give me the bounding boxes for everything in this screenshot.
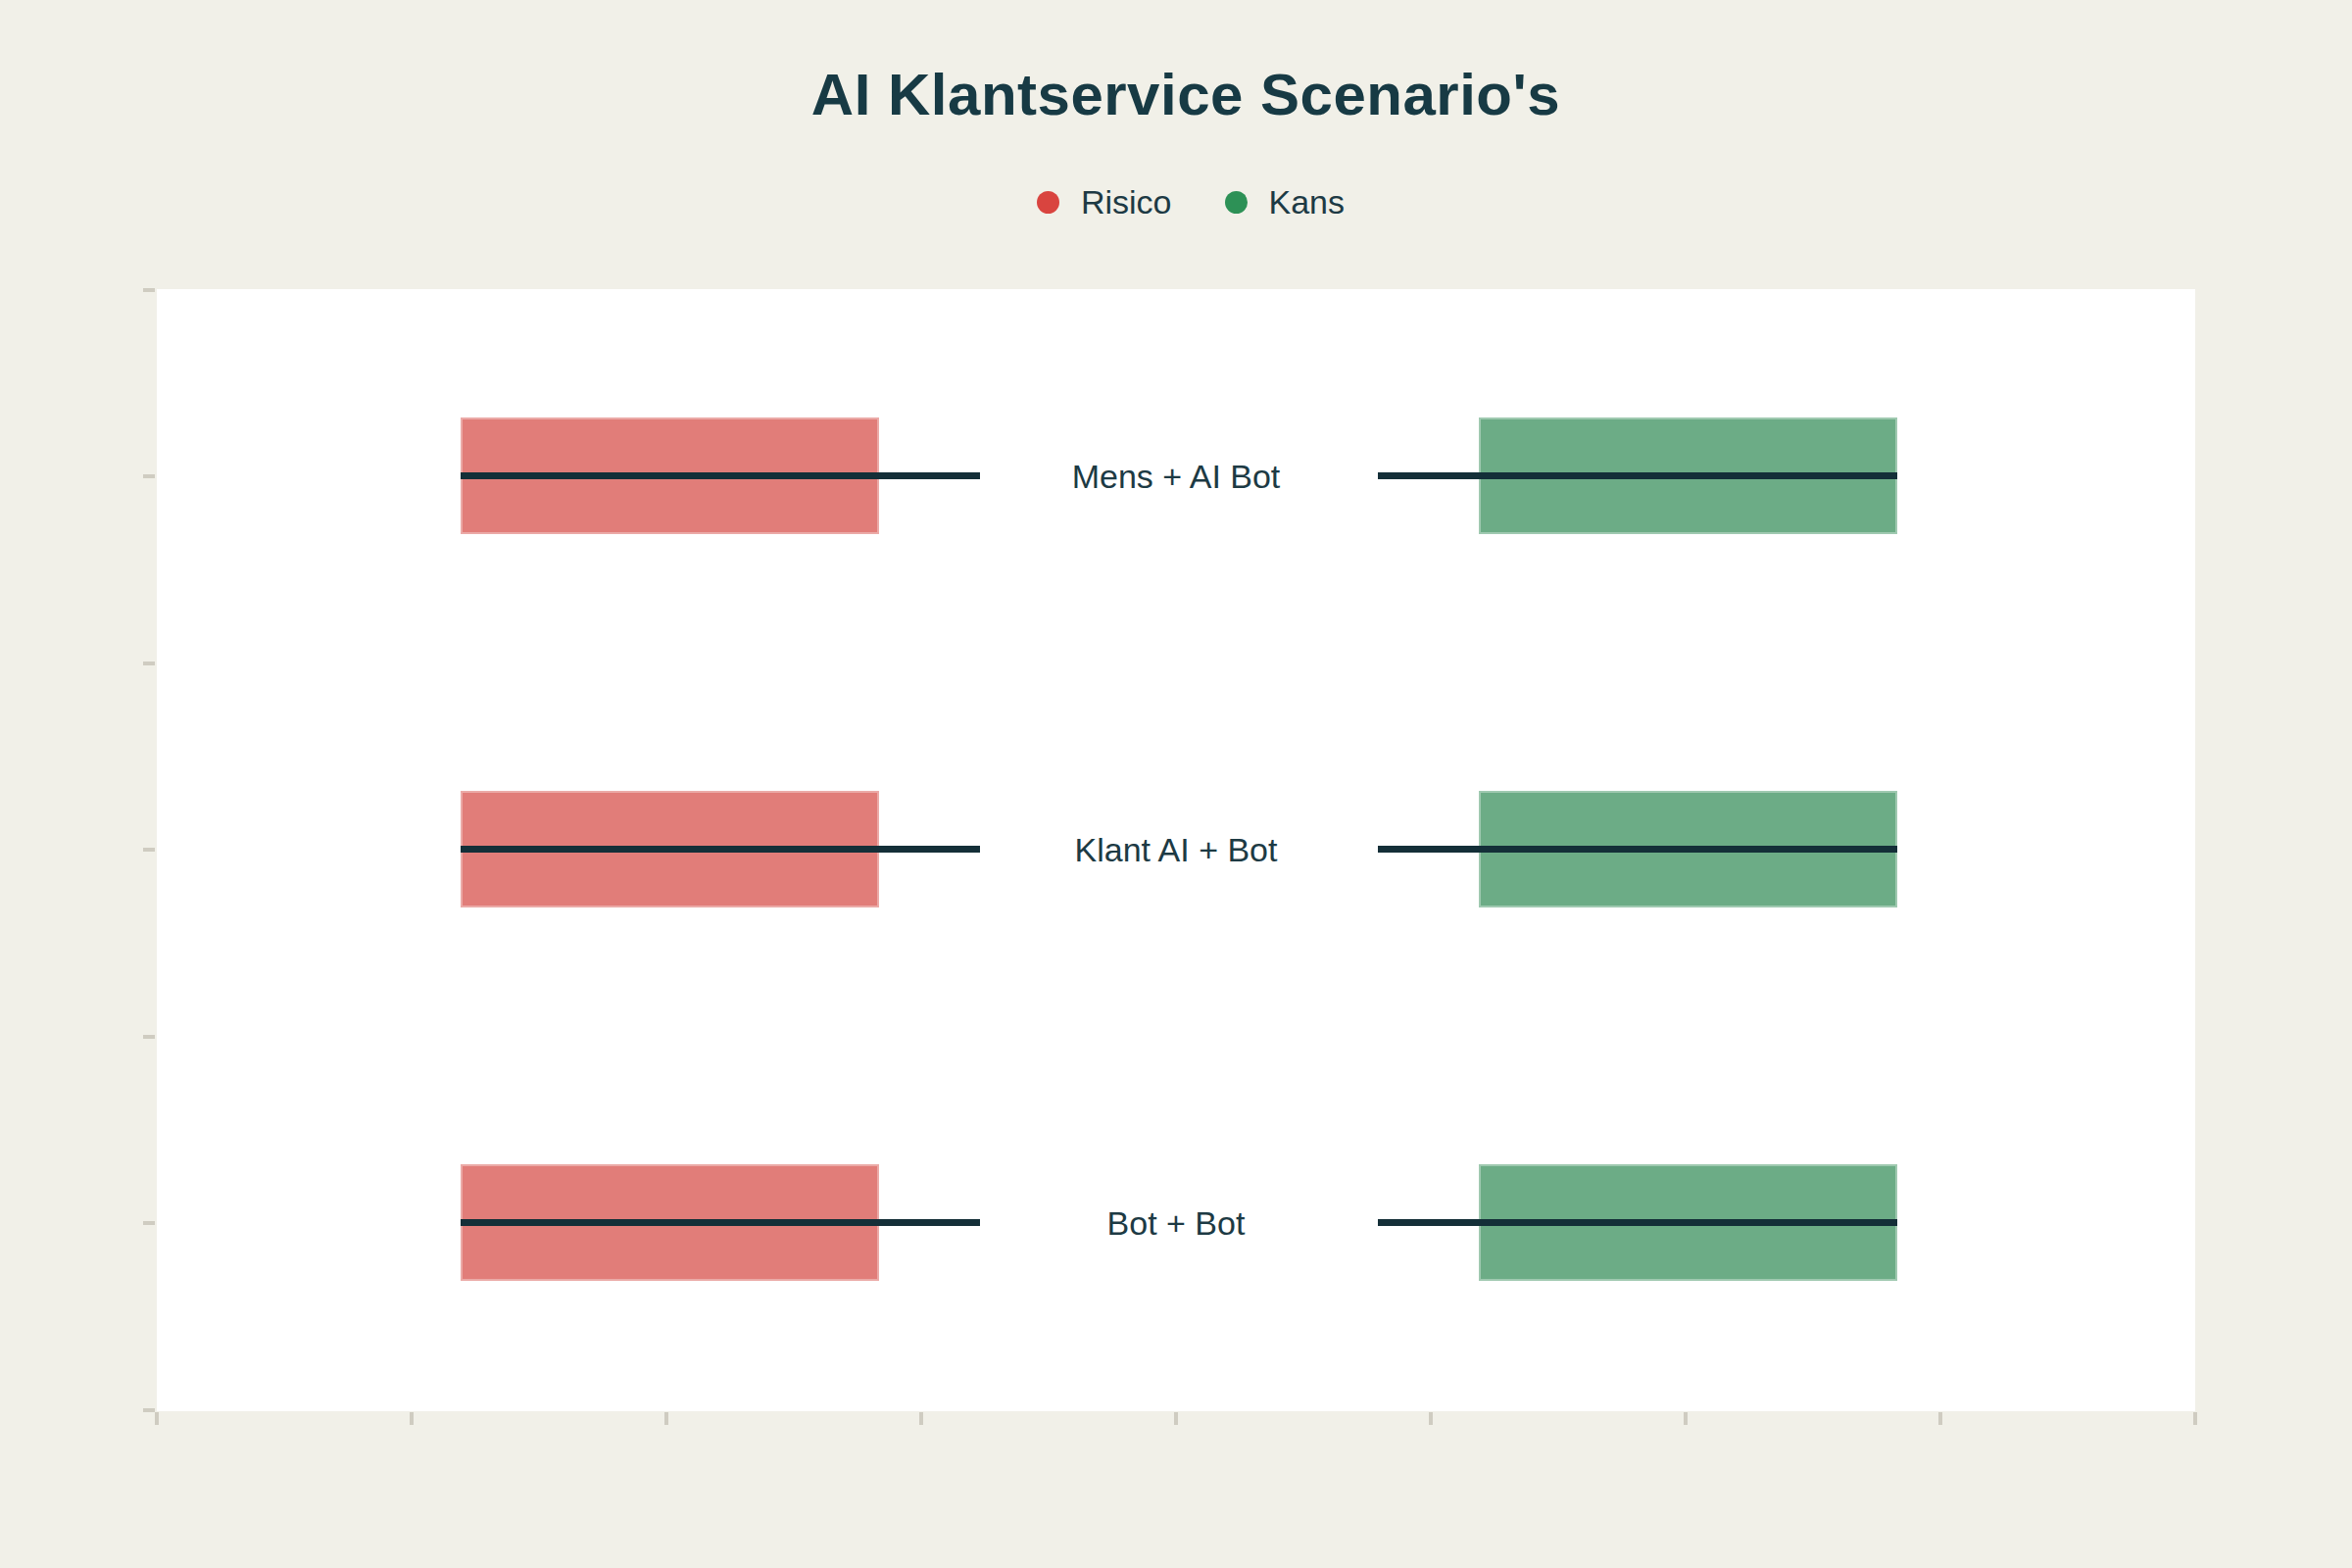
chart-row: Bot + Bot	[0, 1164, 2352, 1282]
x-axis-tick	[1174, 1412, 1178, 1425]
kans-whisker-line	[1378, 1219, 1897, 1226]
x-axis-tick	[410, 1412, 414, 1425]
y-axis-tick	[143, 1408, 155, 1412]
x-axis-tick	[664, 1412, 668, 1425]
chart-canvas: AI Klantservice Scenario's Risico Kans M…	[0, 0, 2352, 1568]
legend-label-risico: Risico	[1081, 183, 1172, 221]
risico-legend-dot-icon	[1037, 191, 1059, 214]
x-axis-tick	[155, 1412, 159, 1425]
legend: Risico Kans	[0, 180, 2352, 223]
risico-whisker-line	[461, 1219, 980, 1226]
kans-whisker-line	[1378, 846, 1897, 853]
kans-legend-dot-icon	[1225, 191, 1248, 214]
x-axis-tick	[1938, 1412, 1942, 1425]
risico-whisker-line	[461, 846, 980, 853]
category-label: Klant AI + Bot	[980, 826, 1372, 873]
y-axis-tick	[143, 662, 155, 665]
legend-label-kans: Kans	[1269, 183, 1346, 221]
kans-whisker-line	[1378, 472, 1897, 479]
risico-whisker-line	[461, 472, 980, 479]
chart-row: Klant AI + Bot	[0, 791, 2352, 908]
y-axis-tick	[143, 1035, 155, 1039]
chart-title: AI Klantservice Scenario's	[0, 61, 2352, 128]
x-axis-tick	[1684, 1412, 1688, 1425]
legend-item-risico[interactable]: Risico	[1037, 183, 1172, 221]
chart-row: Mens + AI Bot	[0, 417, 2352, 535]
x-axis-tick	[1429, 1412, 1433, 1425]
x-axis-tick	[2193, 1412, 2197, 1425]
category-label: Bot + Bot	[980, 1200, 1372, 1247]
category-label: Mens + AI Bot	[980, 453, 1372, 500]
y-axis-tick	[143, 288, 155, 292]
x-axis-tick	[919, 1412, 923, 1425]
legend-item-kans[interactable]: Kans	[1225, 183, 1346, 221]
